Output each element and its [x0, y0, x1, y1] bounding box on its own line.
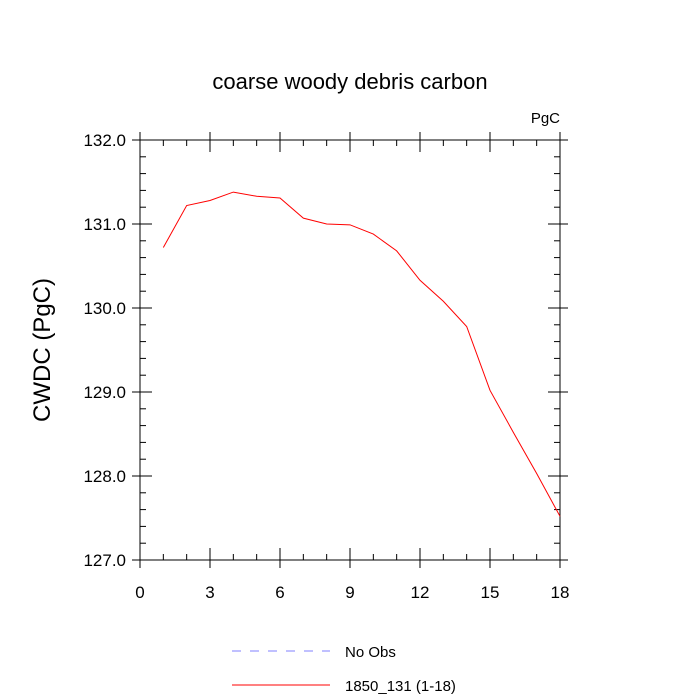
legend-label-1850-131: 1850_131 (1-18): [345, 678, 456, 695]
series-layer: [162, 191, 561, 517]
x-tick-label: 0: [135, 583, 144, 602]
x-tick-label: 3: [205, 583, 214, 602]
y-tick-label: 128.0: [83, 467, 126, 486]
chart-title: coarse woody debris carbon: [212, 69, 487, 94]
legend-label-no-obs: No Obs: [345, 644, 396, 661]
tick-labels: 0 3 6 9 12 15 18 127.0 128.0 129.0 130.0 131.0 132.0: [83, 131, 569, 602]
plot-frame: [139, 139, 561, 561]
x-tick-label: 15: [481, 583, 500, 602]
y-tick-label: 127.0: [83, 551, 126, 570]
series-line-0: [162, 191, 561, 517]
x-tick-label: 9: [345, 583, 354, 602]
x-tick-label: 18: [551, 583, 570, 602]
x-tick-label: 6: [275, 583, 284, 602]
y-tick-label: 131.0: [83, 215, 126, 234]
units-label: PgC: [531, 110, 560, 127]
y-tick-label: 129.0: [83, 383, 126, 402]
x-tick-label: 12: [411, 583, 430, 602]
y-tick-label: 132.0: [83, 131, 126, 150]
y-axis-label: CWDC (PgC): [29, 278, 56, 422]
axis-ticks: [132, 132, 568, 568]
legend: No Obs 1850_131 (1-18): [232, 644, 456, 695]
y-tick-label: 130.0: [83, 299, 126, 318]
